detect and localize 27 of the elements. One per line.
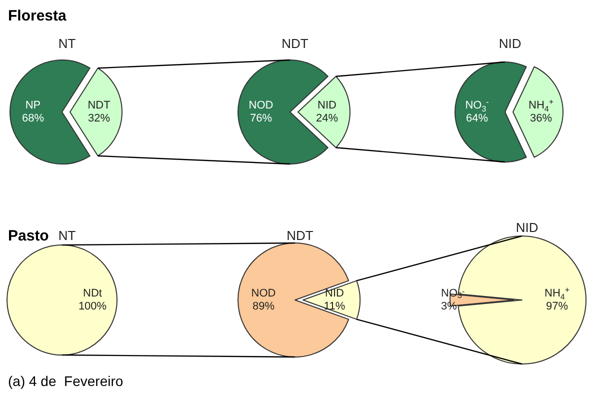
data-label: 3% [441, 300, 458, 312]
slice-label: NID [318, 100, 337, 112]
slice-label: NDT [88, 100, 111, 112]
data-label: 68% [22, 112, 44, 124]
data-label: 97% [546, 300, 568, 312]
data-label: 76% [250, 112, 272, 124]
data-label: 89% [252, 300, 275, 312]
chart-title: NT [58, 36, 76, 51]
chart-title: NT [58, 228, 76, 243]
slice-label: NOD [248, 100, 274, 112]
slice-label: NOD [251, 288, 276, 300]
chart-title: NDT [282, 36, 308, 51]
chart-title: NDT [286, 228, 314, 243]
slice-label: NDt [83, 288, 102, 300]
text: Pasto [8, 228, 49, 244]
slice-label: NP [25, 100, 41, 112]
data-label: 36% [530, 112, 552, 124]
chart-title: NID [498, 36, 522, 51]
text: (a) 4 de Fevereiro [8, 373, 124, 389]
text: Floresta [8, 8, 68, 24]
chart-title: NID [516, 220, 538, 235]
data-label: 32% [88, 112, 110, 124]
data-label: 24% [316, 112, 338, 124]
data-label: 11% [324, 300, 346, 312]
data-label: 100% [78, 300, 107, 312]
data-label: 64% [466, 112, 488, 124]
slice-label: NID [325, 288, 344, 300]
